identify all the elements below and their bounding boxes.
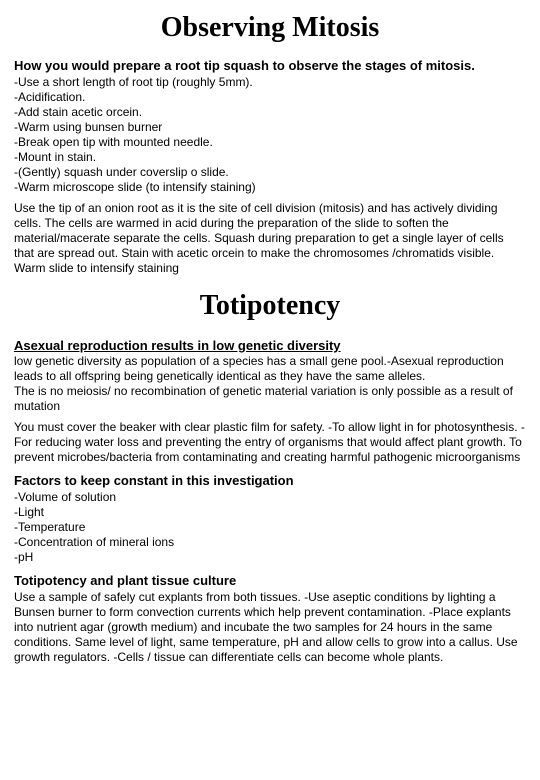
paragraph-asexual-2: You must cover the beaker with clear pla… bbox=[14, 420, 526, 465]
secondary-title: Totipotency bbox=[14, 290, 526, 322]
list-item: -Warm microscope slide (to intensify sta… bbox=[14, 180, 526, 195]
list-item: -Temperature bbox=[14, 520, 526, 535]
main-title: Observing Mitosis bbox=[14, 12, 526, 44]
section-factors: Factors to keep constant in this investi… bbox=[14, 473, 526, 565]
list-item: -Mount in stain. bbox=[14, 150, 526, 165]
paragraph-asexual-1: low genetic diversity as population of a… bbox=[14, 354, 526, 414]
list-item: -Add stain acetic orcein. bbox=[14, 105, 526, 120]
list-item: -pH bbox=[14, 550, 526, 565]
list-item: -Acidification. bbox=[14, 90, 526, 105]
paragraph-totipotency-culture: Use a sample of safely cut explants from… bbox=[14, 590, 526, 665]
section-asexual: Asexual reproduction results in low gene… bbox=[14, 338, 526, 465]
list-item: -(Gently) squash under coverslip o slide… bbox=[14, 165, 526, 180]
heading-totipotency-culture: Totipotency and plant tissue culture bbox=[14, 573, 526, 588]
section-root-tip: How you would prepare a root tip squash … bbox=[14, 58, 526, 276]
paragraph-root-tip: Use the tip of an onion root as it is th… bbox=[14, 201, 526, 276]
list-item: -Concentration of mineral ions bbox=[14, 535, 526, 550]
list-item: -Light bbox=[14, 505, 526, 520]
list-item: -Volume of solution bbox=[14, 490, 526, 505]
heading-root-tip: How you would prepare a root tip squash … bbox=[14, 58, 526, 73]
heading-asexual: Asexual reproduction results in low gene… bbox=[14, 338, 526, 353]
list-item: -Warm using bunsen burner bbox=[14, 120, 526, 135]
heading-factors: Factors to keep constant in this investi… bbox=[14, 473, 526, 488]
section-totipotency-culture: Totipotency and plant tissue culture Use… bbox=[14, 573, 526, 665]
list-item: -Break open tip with mounted needle. bbox=[14, 135, 526, 150]
list-item: -Use a short length of root tip (roughly… bbox=[14, 75, 526, 90]
